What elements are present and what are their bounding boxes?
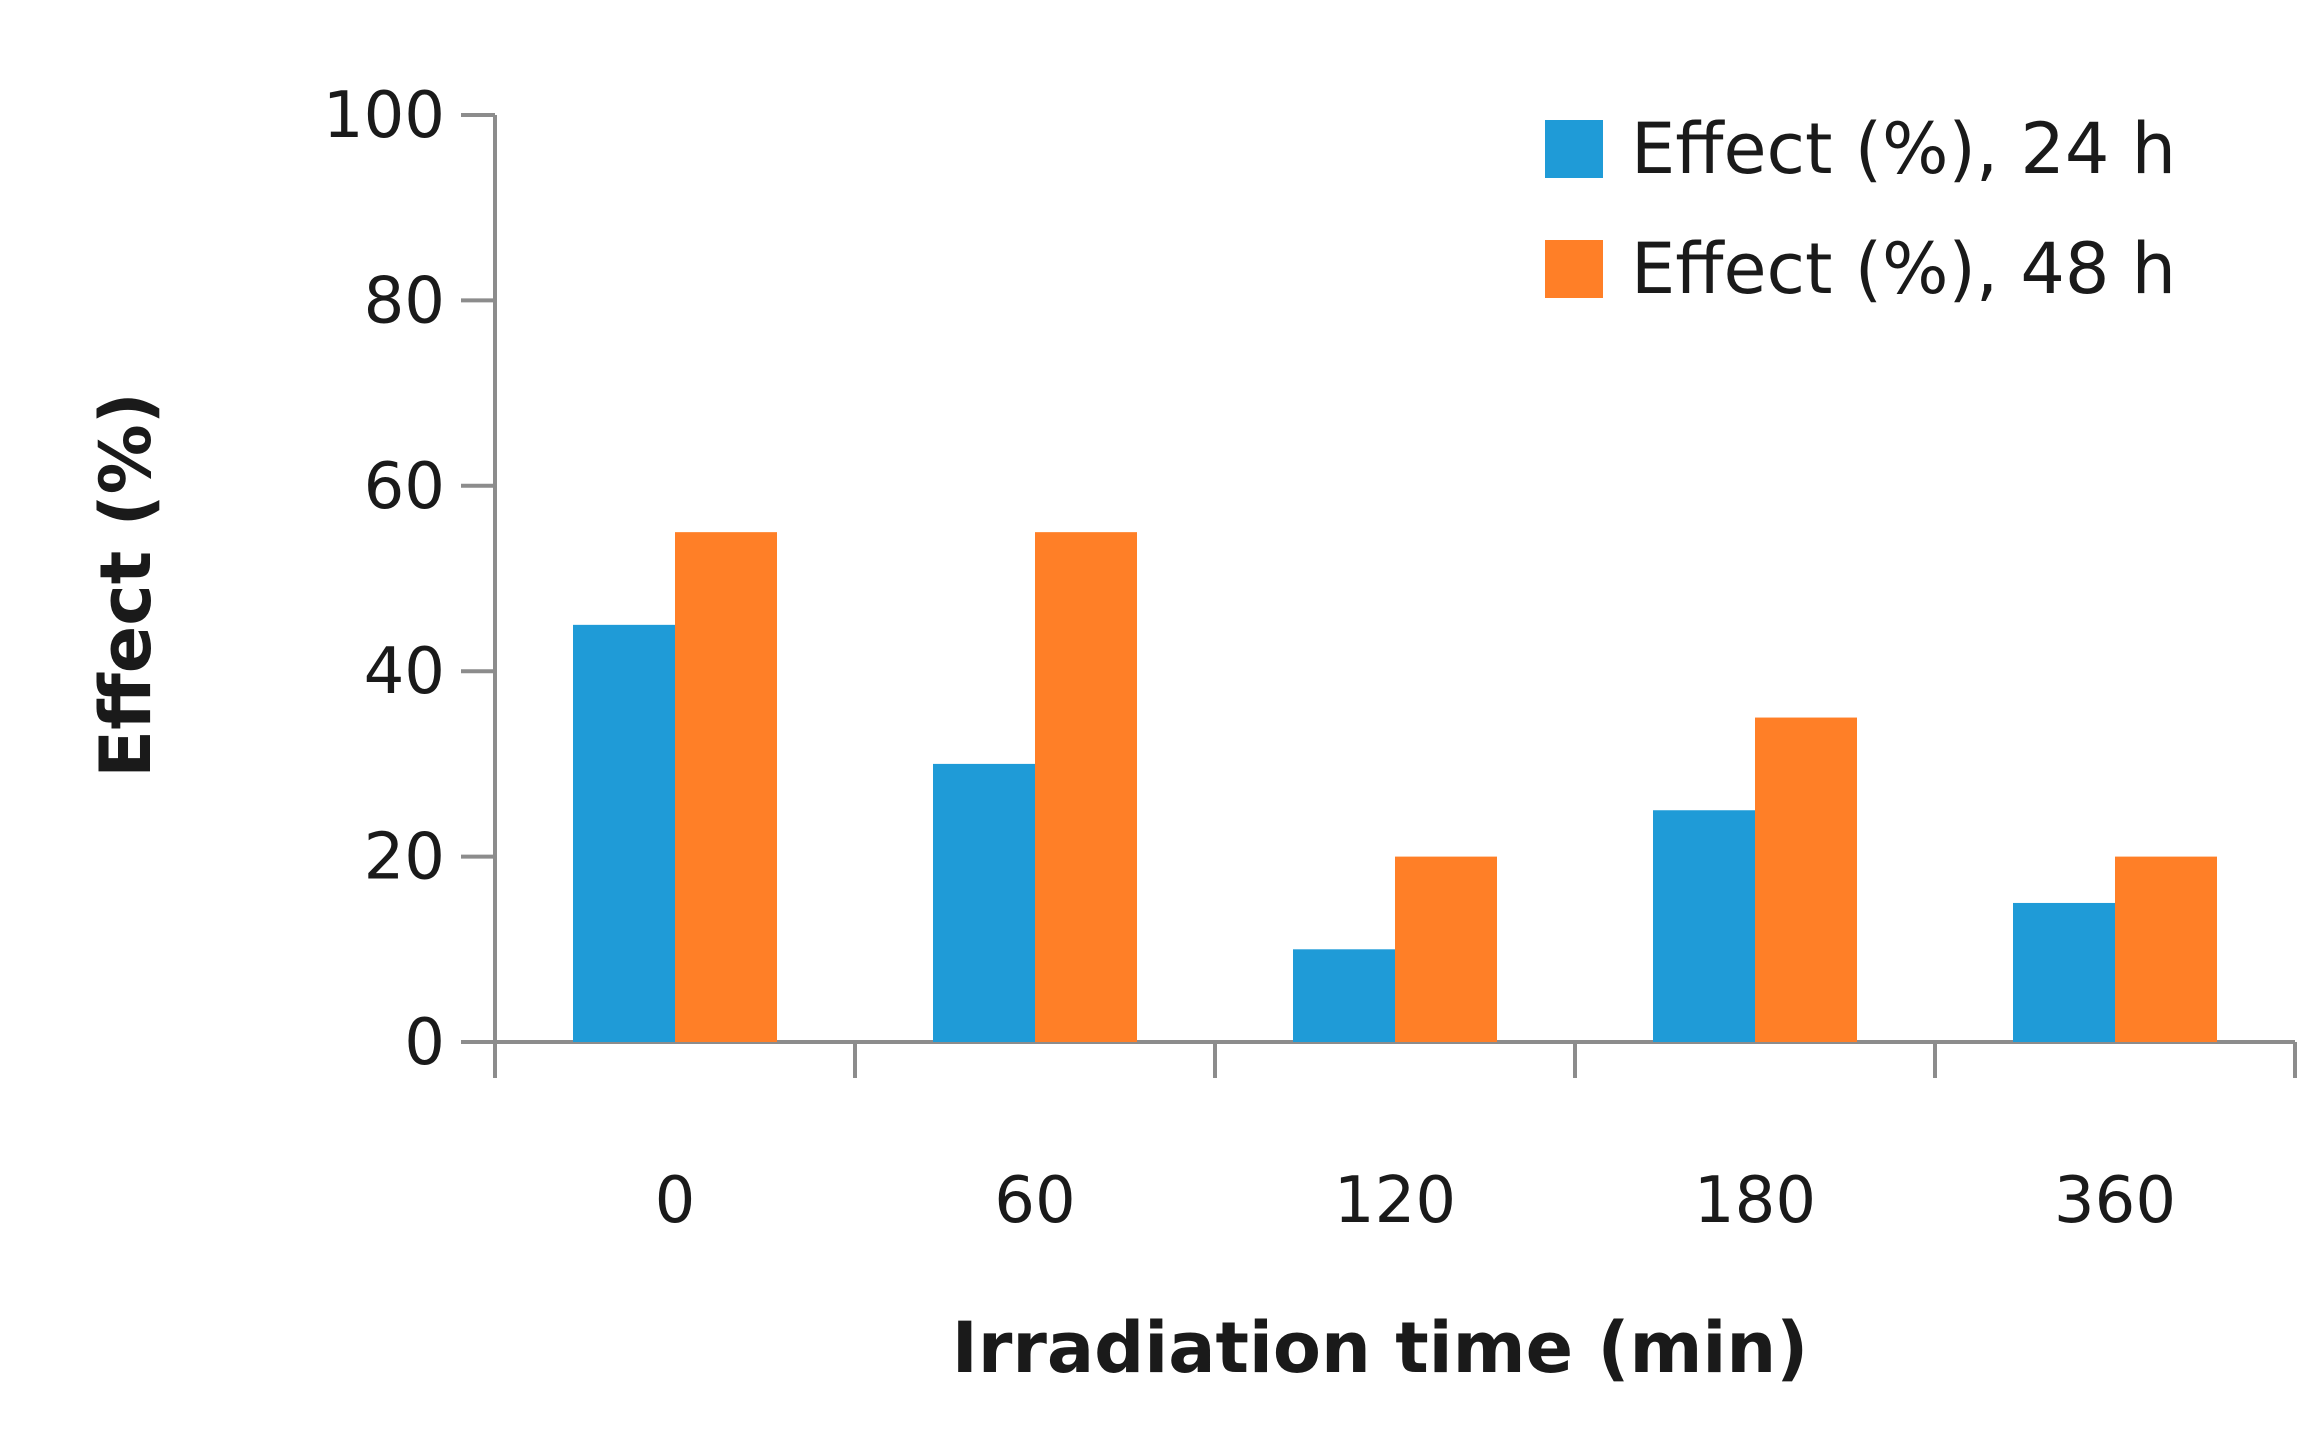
x-axis-ticks: 0 60 120 180 360 [493,1042,2297,1238]
y-tick-label: 100 [323,79,445,153]
bar-24h-60 [933,763,1035,1042]
bar-24h-0 [573,624,675,1042]
legend-swatch [1545,240,1603,298]
bar-48h-360 [2115,856,2217,1042]
y-axis-title: Effect (%) [85,392,167,777]
y-tick-label: 0 [404,1006,445,1080]
bar-48h-120 [1395,856,1497,1042]
bar-24h-180 [1653,810,1755,1042]
bars [573,532,2217,1042]
legend-swatch [1545,120,1603,178]
x-tick-label: 180 [1694,1164,1816,1238]
y-tick-label: 80 [364,264,445,338]
bar-48h-0 [675,532,777,1042]
y-tick-label: 40 [364,635,445,709]
y-axis-ticks: 0 20 40 60 80 100 [323,79,495,1080]
legend-label: Effect (%), 24 h [1631,108,2176,190]
y-tick-label: 60 [364,450,445,524]
x-tick-label: 60 [994,1164,1075,1238]
x-axis-title: Irradiation time (min) [952,1307,1808,1389]
x-tick-label: 0 [655,1164,696,1238]
legend: Effect (%), 24 h Effect (%), 48 h [1545,108,2176,310]
bar-24h-120 [1293,949,1395,1042]
x-tick-label: 120 [1334,1164,1456,1238]
x-tick-label: 360 [2054,1164,2176,1238]
bar-24h-360 [2013,902,2115,1042]
legend-label: Effect (%), 48 h [1631,228,2176,310]
bar-48h-180 [1755,717,1857,1042]
y-tick-label: 20 [364,821,445,895]
bar-48h-60 [1035,532,1137,1042]
